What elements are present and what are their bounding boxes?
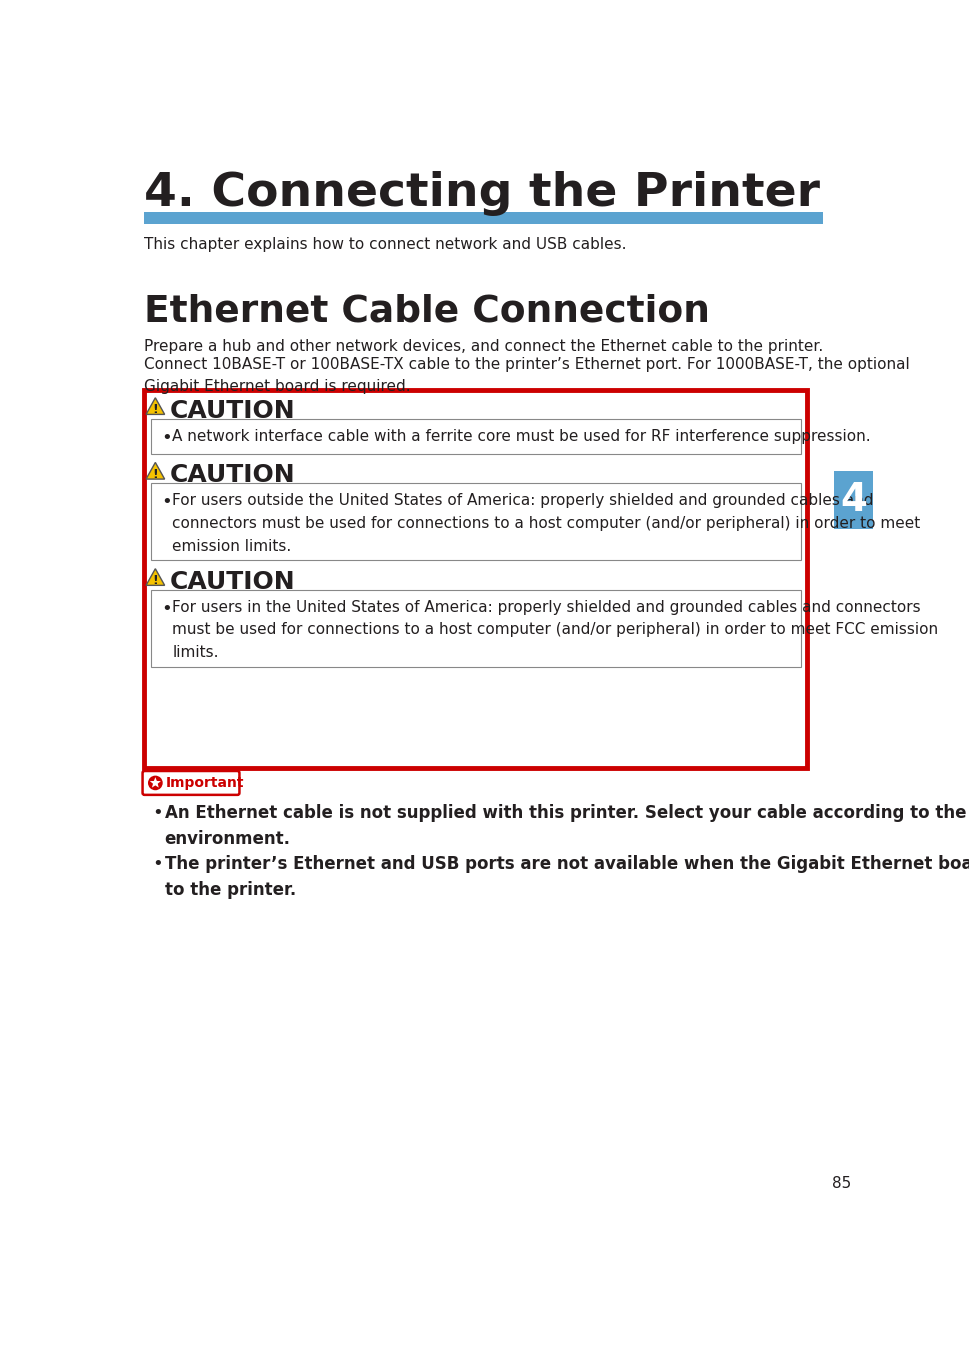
Text: •: • [162,599,172,618]
Text: 4: 4 [839,481,866,519]
Bar [833,472,872,529]
Text: •: • [162,428,172,447]
Bar [150,484,800,560]
Polygon shape [149,777,161,788]
Bar [144,390,806,768]
Text: For users in the United States of America: properly shielded and grounded cables: For users in the United States of Americ… [172,599,938,660]
Text: Prepare a hub and other network devices, and connect the Ethernet cable to the p: Prepare a hub and other network devices,… [144,338,823,353]
Text: •: • [152,855,163,872]
Text: A network interface cable with a ferrite core must be used for RF interference s: A network interface cable with a ferrite… [172,428,870,444]
Text: The printer’s Ethernet and USB ports are not available when the Gigabit Ethernet: The printer’s Ethernet and USB ports are… [165,855,969,898]
Text: CAUTION: CAUTION [170,398,295,423]
Text: !: ! [152,467,158,481]
Text: •: • [162,493,172,511]
Bar [150,419,800,454]
Polygon shape [146,462,165,480]
Text: Ethernet Cable Connection: Ethernet Cable Connection [144,294,709,330]
Circle shape [148,776,163,790]
Polygon shape [146,568,165,586]
Bar [144,212,822,224]
Text: This chapter explains how to connect network and USB cables.: This chapter explains how to connect net… [144,236,626,251]
Text: Important: Important [166,776,244,790]
Text: !: ! [152,404,158,416]
Text: An Ethernet cable is not supplied with this printer. Select your cable according: An Ethernet cable is not supplied with t… [165,803,969,848]
Text: 4. Connecting the Printer: 4. Connecting the Printer [144,171,820,216]
Text: For users outside the United States of America: properly shielded and grounded c: For users outside the United States of A… [172,493,920,554]
FancyBboxPatch shape [142,771,239,795]
Text: Connect 10BASE-T or 100BASE-TX cable to the printer’s Ethernet port. For 1000BAS: Connect 10BASE-T or 100BASE-TX cable to … [144,357,909,394]
Text: CAUTION: CAUTION [170,463,295,488]
Bar [150,590,800,667]
Text: •: • [152,803,163,822]
Polygon shape [146,398,165,414]
Text: CAUTION: CAUTION [170,569,295,594]
Text: !: ! [152,575,158,587]
Text: 85: 85 [831,1176,851,1190]
